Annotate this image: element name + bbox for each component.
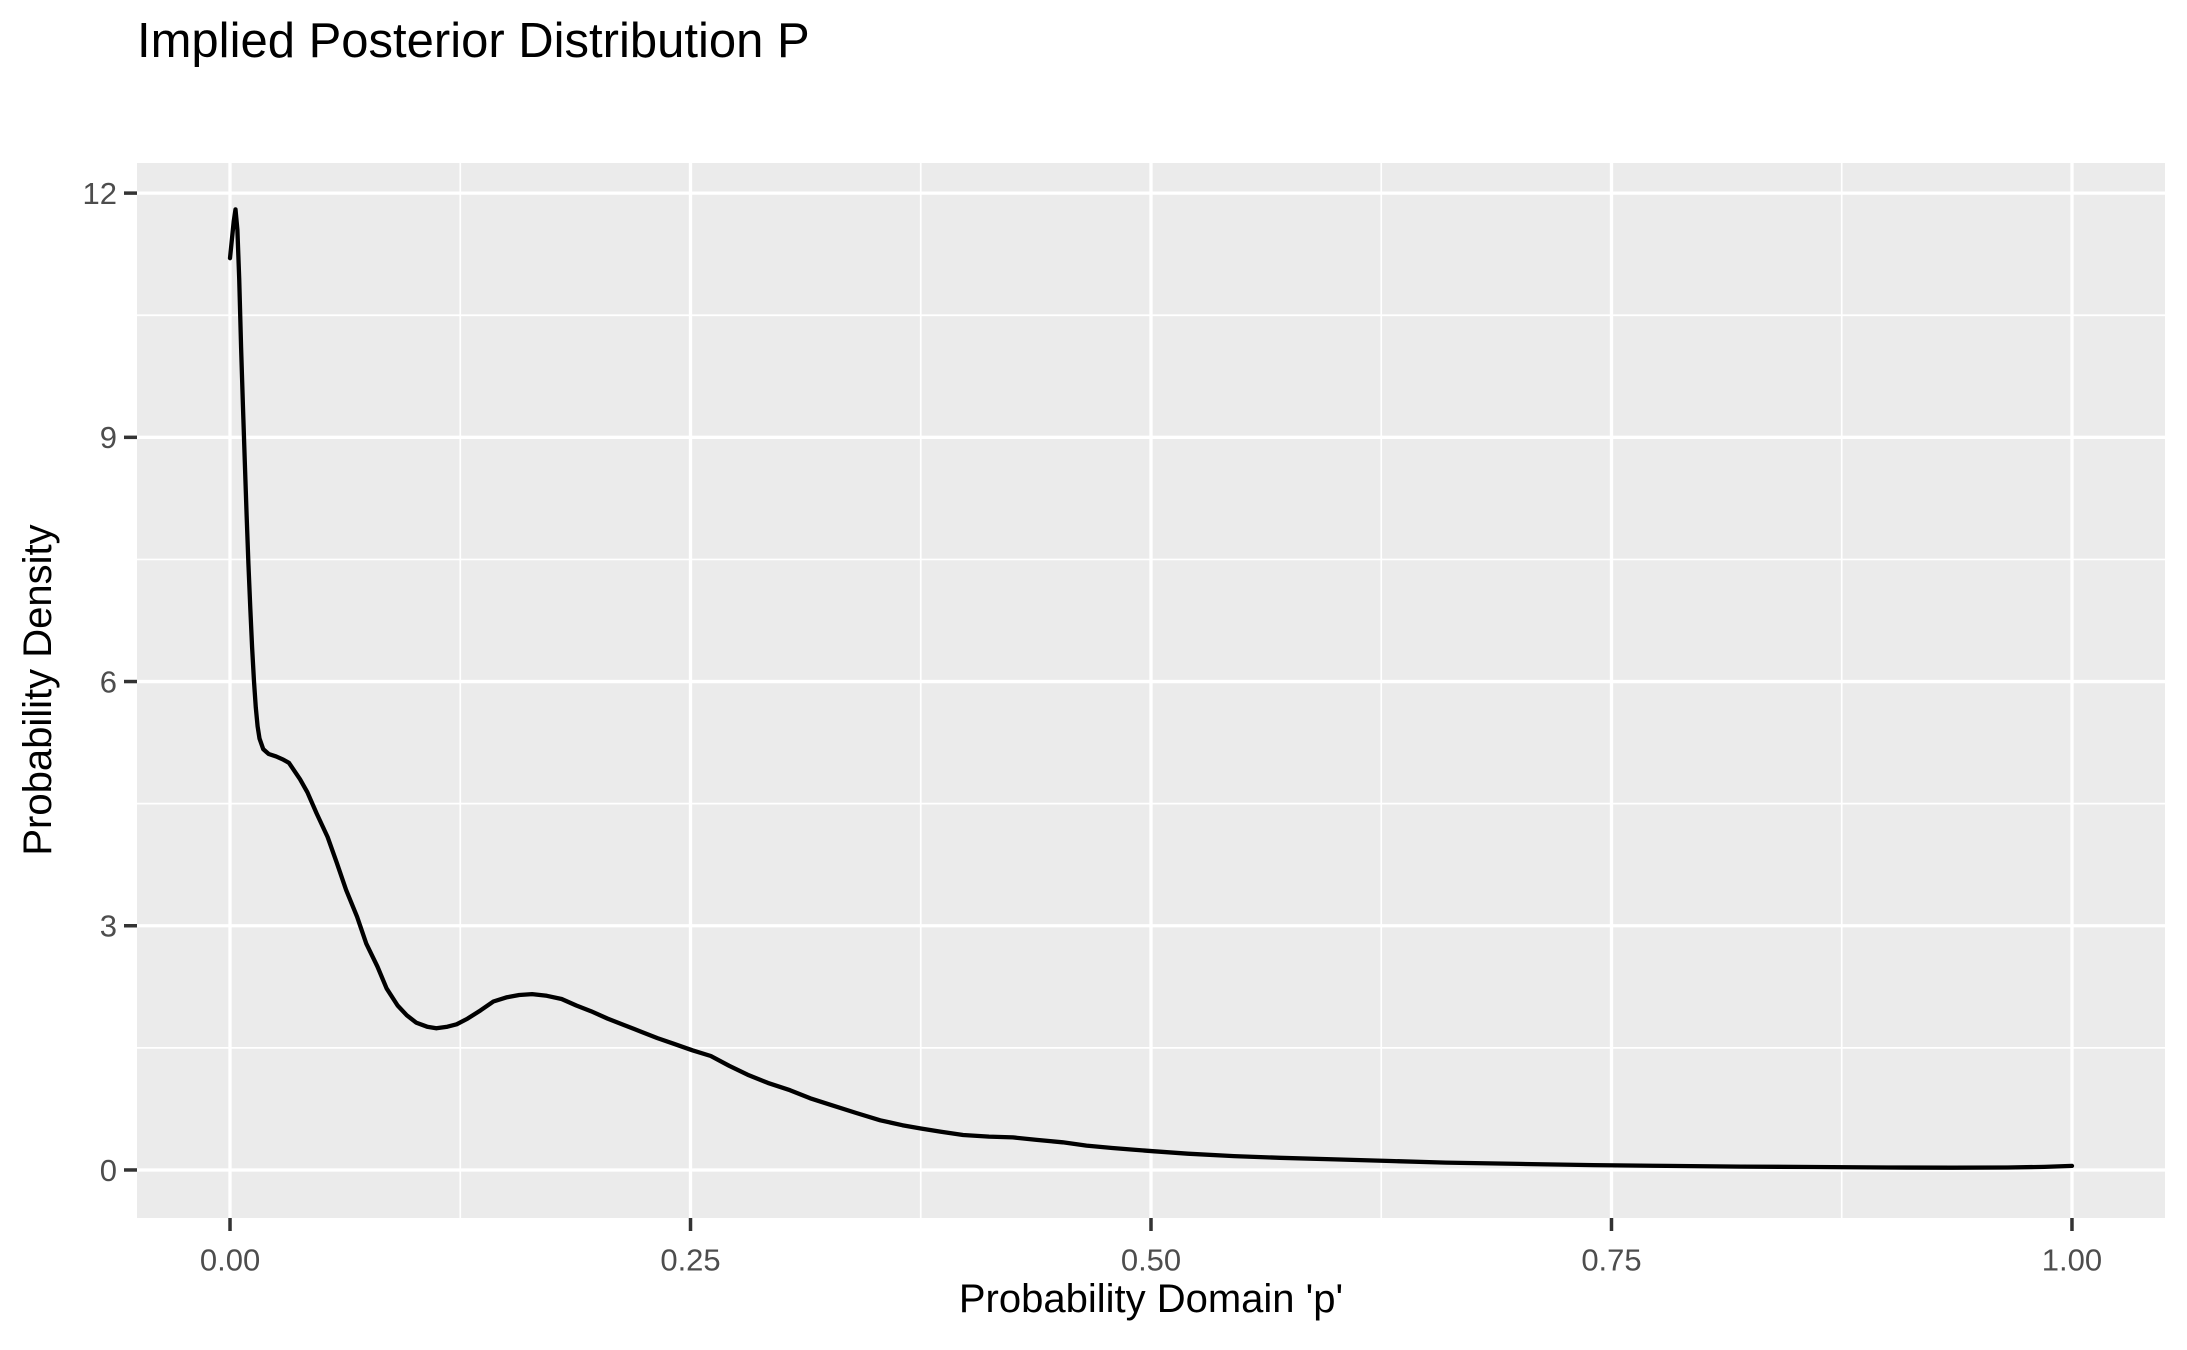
x-tick-label: 0.00 (200, 1242, 260, 1277)
x-tick-label: 1.00 (2042, 1242, 2102, 1277)
x-tick-label: 0.75 (1581, 1242, 1641, 1277)
y-tick-label: 3 (100, 909, 117, 944)
y-axis-title: Probability Density (16, 524, 60, 856)
x-tick-label: 0.50 (1121, 1242, 1181, 1277)
y-tick-label: 6 (100, 664, 117, 699)
x-axis-title: Probability Domain 'p' (958, 1277, 1344, 1321)
y-tick-label: 0 (100, 1153, 117, 1188)
plot-title: Implied Posterior Distribution P (137, 14, 810, 68)
x-tick-label: 0.25 (660, 1242, 720, 1277)
y-tick-label: 12 (83, 176, 117, 211)
density-curve (227, 207, 2075, 1170)
y-tick-label: 9 (100, 420, 117, 455)
